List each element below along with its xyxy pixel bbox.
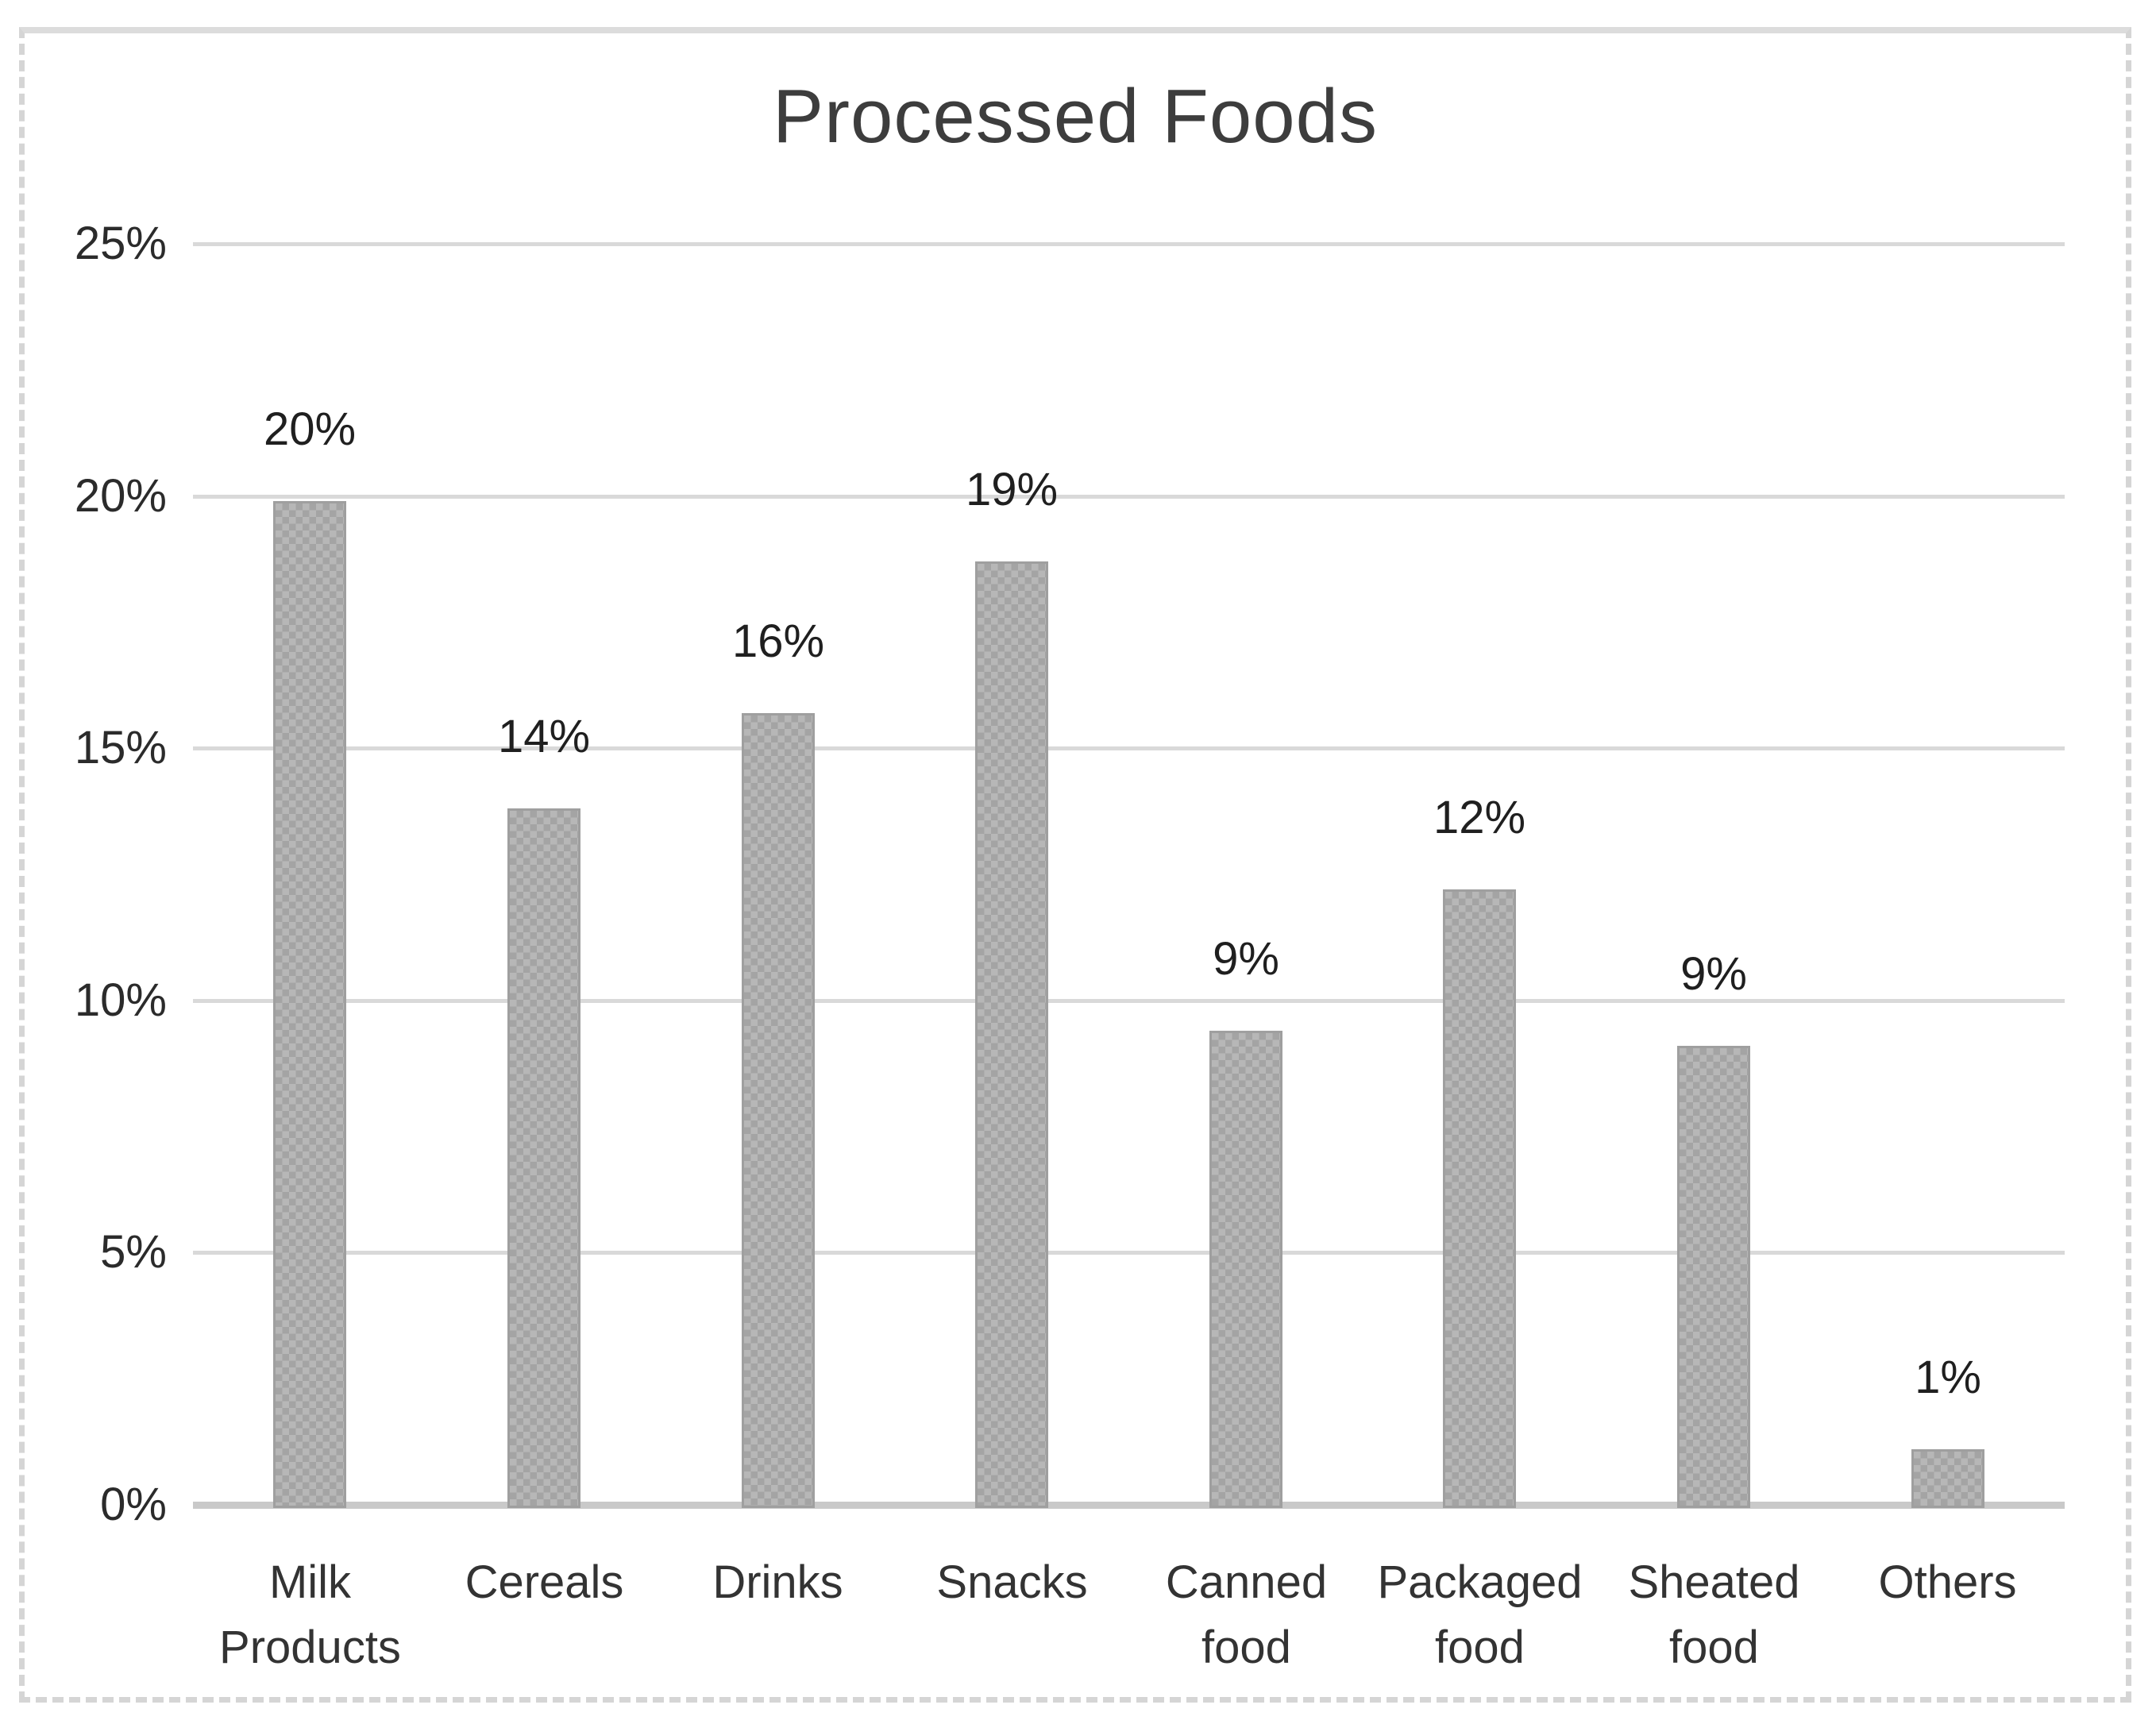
bar-value-label: 16% [731, 615, 825, 667]
bar-milk-products [273, 501, 346, 1508]
y-axis-tick-label: 10% [74, 974, 167, 1026]
x-axis-category-label: Milk Products [219, 1556, 401, 1673]
gridline [193, 999, 2065, 1003]
gridline [193, 1251, 2065, 1255]
y-axis-tick-label: 25% [74, 218, 167, 269]
bar-value-label: 19% [965, 464, 1059, 515]
bar-value-label: 9% [1213, 933, 1279, 985]
x-axis-line [193, 1502, 2065, 1509]
bar-snacks [975, 561, 1048, 1508]
x-axis-category-label: Drinks [712, 1556, 843, 1608]
x-axis-category-label: Snacks [936, 1556, 1088, 1608]
gridline [193, 242, 2065, 246]
x-axis-category-label: Others [1878, 1556, 2017, 1608]
gridline [193, 495, 2065, 499]
x-axis-category-label: Sheated food [1628, 1556, 1800, 1673]
y-axis-tick-label: 15% [74, 722, 167, 773]
y-axis-tick-label: 5% [100, 1226, 167, 1278]
chart-title: Processed Foods [772, 74, 1379, 159]
y-axis-tick-label: 0% [100, 1479, 167, 1530]
x-axis-category-label: Packaged food [1377, 1556, 1583, 1673]
bar-cereals [507, 808, 580, 1508]
bar-sheated-food [1677, 1046, 1750, 1508]
bar-value-label: 9% [1680, 948, 1747, 1000]
x-axis-category-label: Cereals [465, 1556, 624, 1608]
y-axis-tick-label: 20% [74, 470, 167, 522]
bar-value-label: 12% [1433, 792, 1526, 843]
bar-value-label: 1% [1915, 1352, 1981, 1403]
bar-value-label: 20% [263, 403, 357, 455]
gridline [193, 746, 2065, 750]
bar-drinks [742, 713, 815, 1508]
bar-canned-food [1209, 1031, 1282, 1508]
chart-border-frame [19, 27, 2131, 1703]
x-axis-category-label: Canned food [1165, 1556, 1328, 1673]
bar-others [1911, 1449, 1984, 1508]
bar-packaged-food [1443, 889, 1516, 1508]
bar-value-label: 14% [497, 711, 591, 762]
